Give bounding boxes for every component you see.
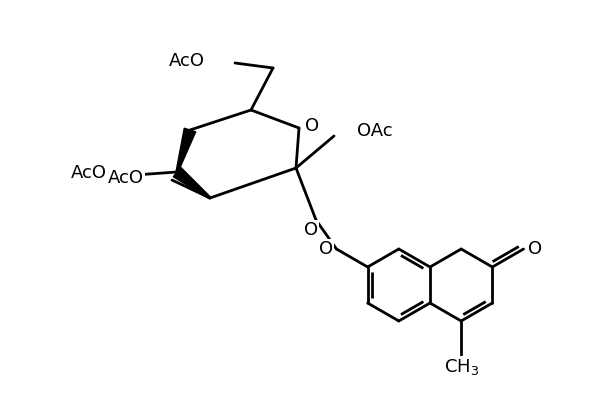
Text: AcO: AcO: [71, 164, 107, 182]
Text: O: O: [305, 117, 319, 135]
Text: O: O: [319, 240, 334, 258]
Text: O: O: [528, 240, 542, 258]
Text: AcO: AcO: [169, 52, 205, 70]
Polygon shape: [173, 167, 210, 199]
Text: O: O: [304, 221, 318, 239]
Text: CH$_3$: CH$_3$: [444, 357, 478, 377]
Text: AcO: AcO: [108, 169, 144, 187]
Text: OAc: OAc: [357, 122, 393, 140]
Polygon shape: [176, 128, 196, 172]
